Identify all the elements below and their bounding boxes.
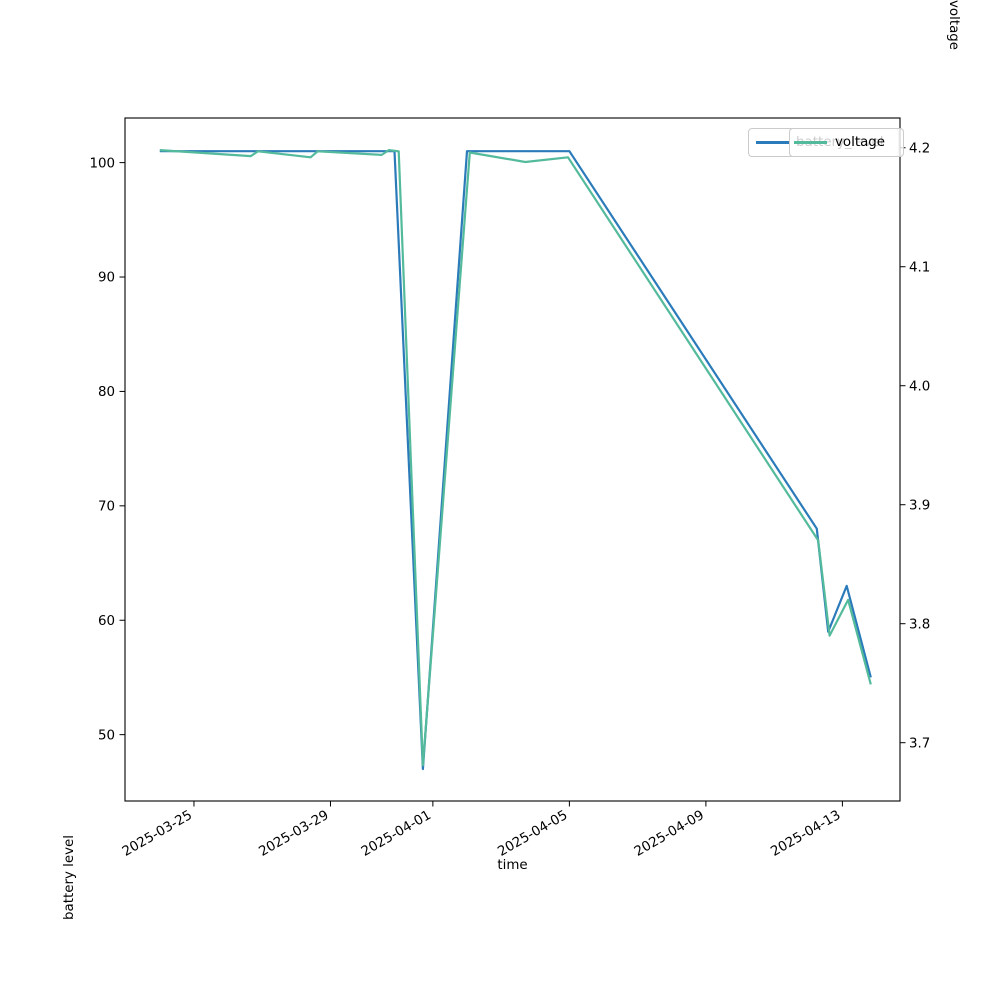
series-line-voltage xyxy=(159,149,872,767)
y-tick-label-right: 3.7 xyxy=(909,736,930,751)
x-tick-label: 2025-04-01 xyxy=(359,808,434,860)
y-axis-right-ticks: 3.7 3.8 3.9 4.0 4.1 4.2 xyxy=(900,141,930,751)
y-tick-label-left: 90 xyxy=(98,271,115,286)
y-tick-label-left: 100 xyxy=(89,156,115,171)
y-tick-label-right: 3.8 xyxy=(909,617,930,632)
x-tick-label: 2025-04-09 xyxy=(632,808,707,860)
y-axis-label-right: voltage xyxy=(946,0,961,51)
series-line-battery_level xyxy=(159,150,872,771)
legend-label-voltage: voltage xyxy=(835,135,886,150)
y-axis-label-left: battery level xyxy=(62,835,77,920)
y-tick-label-right: 3.9 xyxy=(909,498,930,513)
legend-voltage: voltage xyxy=(789,128,904,157)
y-tick-label-right: 4.2 xyxy=(909,141,930,156)
x-tick-label: 2025-04-13 xyxy=(769,808,844,860)
x-tick-label: 2025-03-25 xyxy=(120,808,195,860)
legend-line-voltage-icon xyxy=(794,141,827,144)
y-tick-label-right: 4.0 xyxy=(909,379,930,394)
legend-line-battery-level-icon xyxy=(756,141,789,144)
y-tick-label-right: 4.1 xyxy=(909,260,930,275)
y-axis-left-ticks: 50 60 70 80 90 100 xyxy=(89,156,125,743)
y-tick-label-left: 70 xyxy=(98,500,115,515)
y-tick-label-left: 60 xyxy=(98,614,115,629)
x-axis-ticks: 2025-03-25 2025-03-29 2025-04-01 2025-04-05… xyxy=(120,801,843,860)
x-tick-label: 2025-03-29 xyxy=(257,808,332,860)
x-tick-label: 2025-04-05 xyxy=(495,808,570,860)
x-axis-label: time xyxy=(497,858,528,873)
y-tick-label-left: 80 xyxy=(98,385,115,400)
plot-border xyxy=(124,117,901,802)
y-tick-label-left: 50 xyxy=(98,728,115,743)
